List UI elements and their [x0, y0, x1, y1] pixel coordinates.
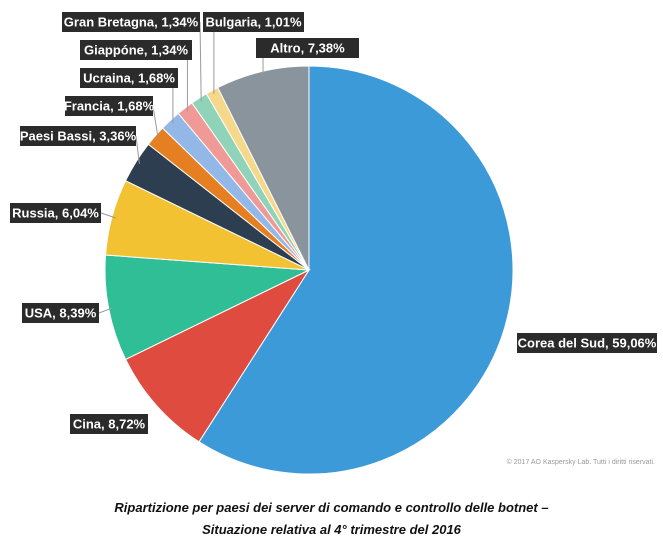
pie-slices [104, 65, 514, 475]
slice-label-text: Corea del Sud, 59,06% [518, 336, 657, 351]
caption-line-2: Situazione relativa al 4° trimestre del … [202, 522, 461, 537]
slice-label: Paesi Bassi, 3,36% [20, 126, 137, 146]
slice-label-text: Francia, 1,68% [64, 99, 155, 114]
pie-slice [124, 268, 311, 443]
slice-label-text: Altro, 7,38% [270, 41, 345, 56]
slice-label: Gran Bretagna, 1,34% [62, 12, 200, 32]
copyright-notice: © 2017 AO Kaspersky Lab. Tutti i diritti… [506, 459, 655, 466]
slice-label: Corea del Sud, 59,06% [517, 333, 657, 353]
slice-label: Cina, 8,72% [70, 414, 148, 434]
slice-label: Ucraina, 1,68% [80, 68, 178, 88]
slice-label-text: Gran Bretagna, 1,34% [64, 15, 199, 30]
leader-lines [98, 21, 264, 314]
slice-label: Bulgaria, 1,01% [203, 12, 304, 32]
slice-label-box [70, 414, 148, 434]
leader-line [152, 105, 159, 139]
slice-label-box [256, 38, 359, 58]
slice-label-text: Cina, 8,72% [73, 417, 146, 432]
leader-line [100, 212, 117, 219]
slice-label-box [22, 303, 99, 323]
slice-label-box [80, 68, 178, 88]
pie-slice [198, 65, 514, 475]
slice-label-box [517, 333, 657, 353]
slice-label-box [20, 126, 136, 146]
slice-label-box [65, 96, 153, 116]
slice-label-text: Ucraina, 1,68% [83, 71, 175, 86]
slice-labels: Corea del Sud, 59,06% Cina, 8,72% USA, 8,3… [10, 12, 657, 434]
leader-line [98, 307, 113, 314]
slice-label-box [62, 12, 200, 32]
leader-line [199, 21, 202, 102]
pie-chart: Corea del Sud, 59,06% Cina, 8,72% USA, 8,3… [10, 12, 657, 475]
slice-label: USA, 8,39% [22, 303, 99, 323]
slice-label: Francia, 1,68% [64, 96, 155, 116]
slice-label-text: Paesi Bassi, 3,36% [20, 129, 137, 144]
slice-label-text: USA, 8,39% [25, 306, 97, 321]
leader-line [135, 135, 140, 165]
pie-slice [217, 65, 310, 271]
slice-label-box [10, 203, 101, 223]
slice-label-text: Bulgaria, 1,01% [205, 15, 302, 30]
slice-label-box [203, 12, 304, 32]
slice-label-box [80, 40, 192, 60]
pie-slice [104, 254, 311, 361]
caption-line-1: Ripartizione per paesi dei server di com… [114, 500, 549, 515]
slice-label-text: Russia, 6,04% [12, 206, 99, 221]
slice-label: Giappóne, 1,34% [80, 40, 192, 60]
slice-label: Altro, 7,38% [256, 38, 359, 58]
slice-label: Russia, 6,04% [10, 203, 101, 223]
slice-label-text: Giappóne, 1,34% [84, 43, 188, 58]
